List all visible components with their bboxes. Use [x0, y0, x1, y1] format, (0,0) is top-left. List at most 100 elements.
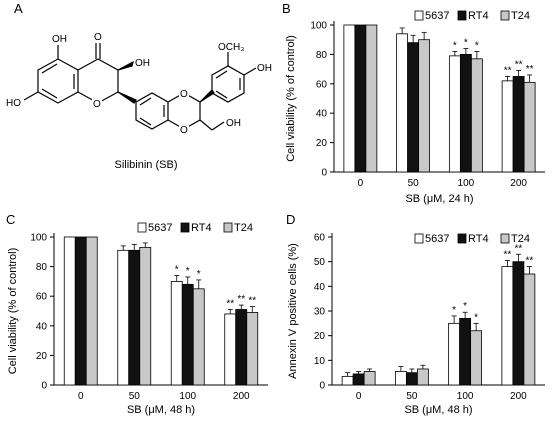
legend-label-t24: T24 — [234, 222, 253, 234]
bar-t24-50 — [416, 368, 429, 386]
y-tick-label: 80 — [36, 262, 48, 273]
y-tick-label: 0 — [319, 381, 325, 392]
ring-b-double-bond — [139, 117, 152, 126]
significance-marker: * — [463, 301, 467, 312]
silibinin-structure — [23, 41, 257, 131]
y-tick-label: 30 — [314, 307, 326, 318]
legend-swatch-5637 — [414, 233, 424, 244]
atom-oh-ch2: OH — [226, 118, 241, 129]
significance-marker: ** — [504, 65, 512, 76]
bar-t24-200 — [246, 312, 259, 386]
y-tick-label: 20 — [316, 138, 328, 149]
bar-5637-200 — [501, 80, 514, 173]
y-axis-label: Cell viability (% of control) — [285, 35, 297, 162]
panel-letter-c: C — [6, 212, 15, 227]
ch2-bond — [199, 119, 213, 131]
bar-t24-200 — [523, 81, 536, 173]
bar-5637-200 — [501, 266, 514, 386]
atom-och3: OCH₃ — [218, 42, 244, 53]
ch2-bond — [211, 121, 225, 131]
legend-swatch-t24 — [500, 10, 510, 21]
x-axis-label: SB (μM, 24 h) — [405, 193, 473, 205]
legend-label-5637: 5637 — [425, 233, 449, 245]
atom-oh-top: OH — [52, 34, 67, 45]
atom-label-bg — [179, 87, 189, 99]
legend-swatch-5637 — [137, 222, 147, 233]
y-tick-label: 10 — [314, 356, 326, 367]
x-tick-label: 0 — [78, 391, 84, 402]
wedge-bond — [117, 91, 137, 104]
legend-swatch-t24 — [223, 222, 233, 233]
significance-marker: * — [475, 40, 479, 51]
bar-t24-100 — [470, 58, 483, 173]
bar-rt4-50 — [407, 42, 420, 173]
structure-atom-labels: OH O OH HO O O O OCH₃ OH OH — [6, 31, 272, 136]
ring-e-double-bond — [215, 90, 228, 99]
legend-label-5637: 5637 — [425, 10, 449, 22]
significance-marker: ** — [226, 299, 234, 310]
y-axis-label: Cell viability (% of control) — [7, 248, 19, 375]
y-tick-label: 40 — [36, 321, 48, 332]
bar-rt4-50 — [405, 372, 418, 386]
bar-t24-100 — [470, 330, 483, 386]
x-tick-label: 200 — [233, 391, 250, 402]
y-axis-label: Annexin V positive cells (%) — [287, 243, 299, 379]
significance-marker: ** — [237, 294, 245, 305]
significance-marker: ** — [514, 243, 522, 254]
significance-marker: * — [453, 40, 457, 51]
oh-bond — [243, 67, 257, 76]
atom-oh-3: OH — [135, 58, 150, 69]
ring-a-double-bond — [41, 88, 58, 99]
ring-b — [135, 92, 169, 130]
bar-rt4-200 — [512, 76, 525, 173]
x-axis-label: SB (μM, 48 h) — [127, 404, 195, 416]
bar-rt4-0 — [352, 373, 365, 386]
y-tick-label: 100 — [310, 21, 327, 32]
bar-t24-100 — [192, 288, 205, 386]
y-tick-label: 20 — [36, 351, 48, 362]
y-tick-label: 20 — [314, 331, 326, 342]
y-tick-label: 0 — [321, 168, 327, 179]
y-tick-label: 80 — [316, 50, 328, 61]
bar-t24-50 — [418, 39, 431, 173]
y-tick-label: 40 — [316, 109, 328, 120]
x-tick-label: 200 — [510, 391, 527, 402]
y-tick-label: 60 — [36, 292, 48, 303]
ho-bond — [23, 91, 39, 101]
atom-o-ketone: O — [94, 32, 102, 43]
atom-o-dioxane-2: O — [180, 125, 188, 136]
wedge-bond — [117, 60, 134, 71]
significance-marker: * — [175, 264, 179, 275]
bar-t24-0 — [363, 371, 376, 386]
atom-label-bg — [93, 31, 103, 43]
bar-5637-100 — [448, 322, 461, 386]
y-tick-label: 50 — [314, 257, 326, 268]
legend-label-t24: T24 — [511, 10, 530, 22]
panel-letter-a: A — [14, 1, 23, 16]
atom-ho-7: HO — [6, 98, 21, 109]
x-tick-label: 100 — [458, 178, 475, 189]
x-tick-label: 0 — [358, 178, 364, 189]
bar-5637-0 — [343, 24, 356, 173]
bar-5637-0 — [341, 375, 354, 386]
bar-rt4-50 — [128, 249, 141, 386]
x-tick-label: 50 — [408, 178, 420, 189]
x-axis-label: SB (μM, 48 h) — [404, 404, 472, 416]
legend-swatch-rt4 — [457, 10, 467, 21]
y-tick-label: 40 — [314, 282, 326, 293]
bar-rt4-0 — [74, 236, 87, 386]
ring-b-double-bond — [139, 97, 152, 106]
significance-marker: ** — [248, 296, 256, 307]
significance-marker: ** — [525, 256, 533, 267]
bar-t24-200 — [523, 273, 536, 386]
ring-a-double-bond — [41, 63, 58, 74]
x-tick-label: 50 — [406, 391, 418, 402]
significance-marker: * — [186, 266, 190, 277]
y-tick-label: 60 — [316, 79, 328, 90]
legend-label-rt4: RT4 — [468, 233, 489, 245]
ring-c — [77, 58, 119, 104]
y-tick-label: 100 — [30, 233, 47, 244]
